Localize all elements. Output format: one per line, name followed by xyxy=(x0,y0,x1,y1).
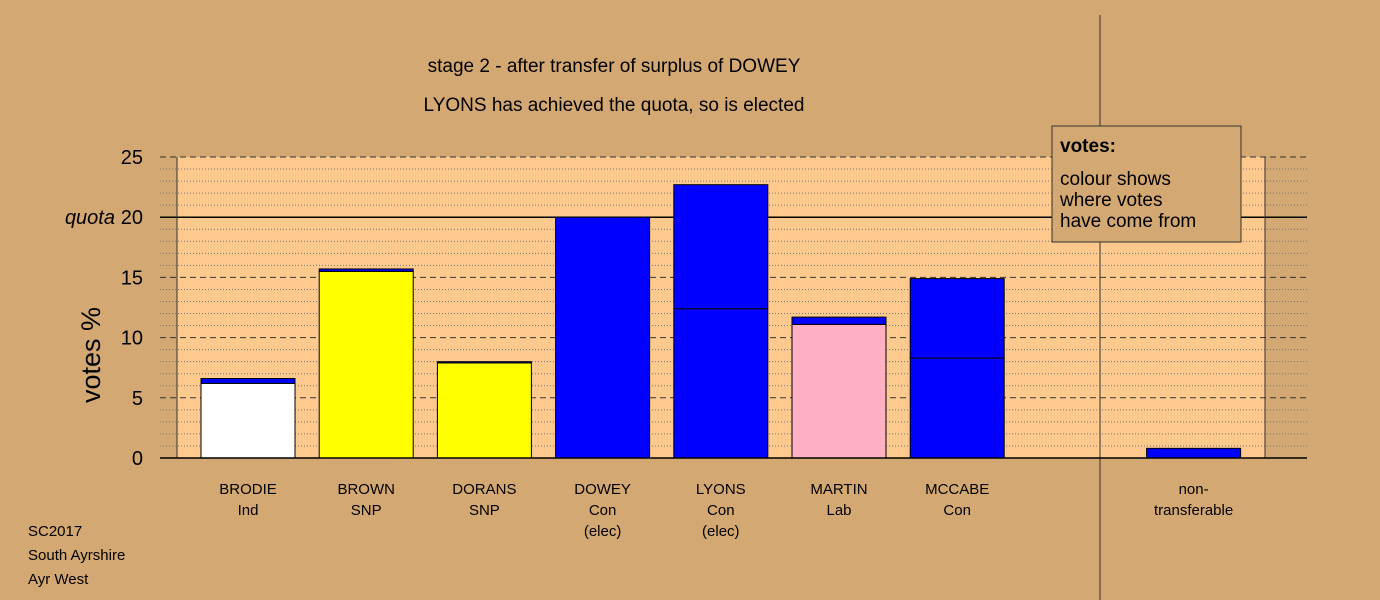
bar-segment xyxy=(791,316,887,325)
bar-segment xyxy=(318,270,414,459)
bar-segment xyxy=(555,216,651,459)
x-tick-label: MARTIN xyxy=(810,481,867,498)
bar-segment xyxy=(200,382,296,459)
footer-text: South Ayrshire xyxy=(28,547,125,564)
legend-title: votes: xyxy=(1060,136,1116,157)
legend-text: where votes xyxy=(1059,190,1162,211)
legend-text: have come from xyxy=(1060,211,1196,232)
x-tick-label: SNP xyxy=(351,502,382,519)
x-tick-label: SNP xyxy=(469,502,500,519)
x-tick-label: non- xyxy=(1179,481,1209,498)
x-tick-label: (elec) xyxy=(702,523,740,540)
x-tick-label: Con xyxy=(707,502,735,519)
bar-segment xyxy=(200,378,296,384)
bar-segment xyxy=(1146,447,1242,459)
x-tick-label: BROWN xyxy=(337,481,395,498)
y-tick-label: 5 xyxy=(132,388,143,410)
legend-box xyxy=(1051,125,1242,243)
quota-label: quota xyxy=(65,207,115,229)
x-tick-label: BRODIE xyxy=(219,481,277,498)
x-tick-label: MCCABE xyxy=(925,481,989,498)
x-tick-label: (elec) xyxy=(584,523,622,540)
bar-segment xyxy=(909,278,1005,359)
footer-text: Ayr West xyxy=(28,571,89,588)
bar-segment xyxy=(673,184,769,310)
x-tick-label: DORANS xyxy=(452,481,516,498)
y-tick-label: 0 xyxy=(132,448,143,470)
bar-segment xyxy=(318,268,414,272)
x-tick-label: transferable xyxy=(1154,502,1233,519)
chart-title: stage 2 - after transfer of surplus of D… xyxy=(428,56,801,77)
bar-segment xyxy=(436,361,532,364)
x-tick-label: Lab xyxy=(826,502,851,519)
footer: SC2017 South Ayrshire Ayr West xyxy=(28,523,125,588)
y-tick-label: 25 xyxy=(121,147,143,169)
x-tick-label: DOWEY xyxy=(574,481,631,498)
legend-text: colour shows xyxy=(1060,169,1171,190)
footer-text: SC2017 xyxy=(28,523,82,540)
y-axis-label: votes % xyxy=(76,307,106,403)
y-tick-label: 15 xyxy=(121,267,143,289)
x-tick-label: Con xyxy=(943,502,971,519)
y-tick-label: 20 xyxy=(121,207,143,229)
y-tick-label: 10 xyxy=(121,328,143,350)
x-tick-label: LYONS xyxy=(696,481,746,498)
bar-segment xyxy=(436,362,532,459)
x-tick-label: Ind xyxy=(238,502,259,519)
bar-segment xyxy=(909,357,1005,459)
chart-subtitle: LYONS has achieved the quota, so is elec… xyxy=(424,95,805,116)
bar-segment xyxy=(673,308,769,459)
x-tick-label: Con xyxy=(589,502,617,519)
bar-segment xyxy=(791,323,887,459)
